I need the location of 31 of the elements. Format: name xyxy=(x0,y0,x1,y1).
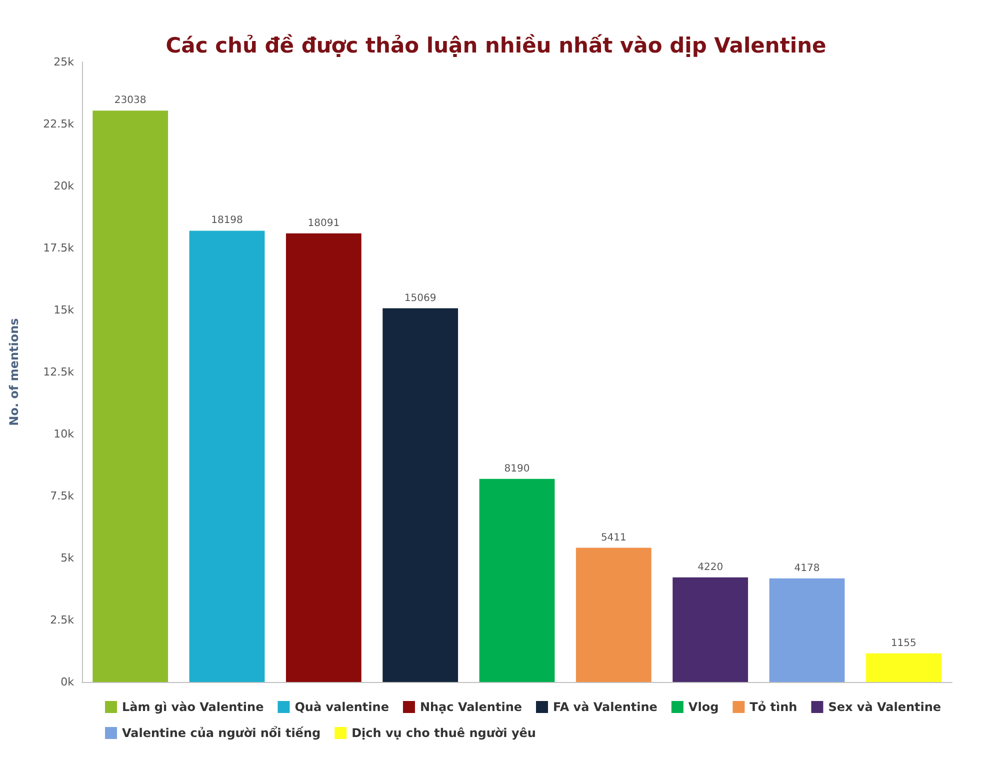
y-tick-label: 25k xyxy=(54,56,75,68)
legend-label: Tỏ tình xyxy=(750,700,798,714)
data-label: 5411 xyxy=(600,532,626,544)
data-label: 4178 xyxy=(794,562,820,574)
y-tick-label: 10k xyxy=(54,428,75,440)
data-label: 18198 xyxy=(211,215,243,226)
y-tick-label: 22.5k xyxy=(43,118,75,130)
y-tick-label: 20k xyxy=(54,180,75,192)
legend-label: FA và Valentine xyxy=(553,700,658,714)
data-label: 23038 xyxy=(114,95,146,106)
data-label: 1155 xyxy=(890,638,916,649)
legend-label: Nhạc Valentine xyxy=(420,700,522,714)
legend-label: Làm gì vào Valentine xyxy=(122,700,264,714)
legend-label: Dịch vụ cho thuê người yêu xyxy=(352,726,536,740)
legend-label: Valentine của người nổi tiếng xyxy=(122,726,321,740)
y-tick-label: 7.5k xyxy=(50,490,75,502)
y-tick-label: 0k xyxy=(60,676,75,688)
legend-label: Quà valentine xyxy=(294,700,389,714)
legend-label: Sex và Valentine xyxy=(828,700,942,714)
chart-title: Các chủ đề được thảo luận nhiều nhất vào dịp Valentine xyxy=(166,34,826,58)
y-tick-label: 17.5k xyxy=(43,242,75,254)
y-tick-label: 5k xyxy=(60,552,75,564)
data-label: 15069 xyxy=(404,292,436,304)
y-tick-label: 12.5k xyxy=(43,366,75,378)
data-label: 18091 xyxy=(308,218,340,229)
y-tick-label: 15k xyxy=(54,304,75,316)
data-label: 8190 xyxy=(504,463,530,474)
data-label: 4220 xyxy=(698,562,724,573)
legend-label: Vlog xyxy=(688,700,719,714)
y-axis-title: No. of mentions xyxy=(7,318,21,426)
y-tick-label: 2.5k xyxy=(50,614,75,626)
